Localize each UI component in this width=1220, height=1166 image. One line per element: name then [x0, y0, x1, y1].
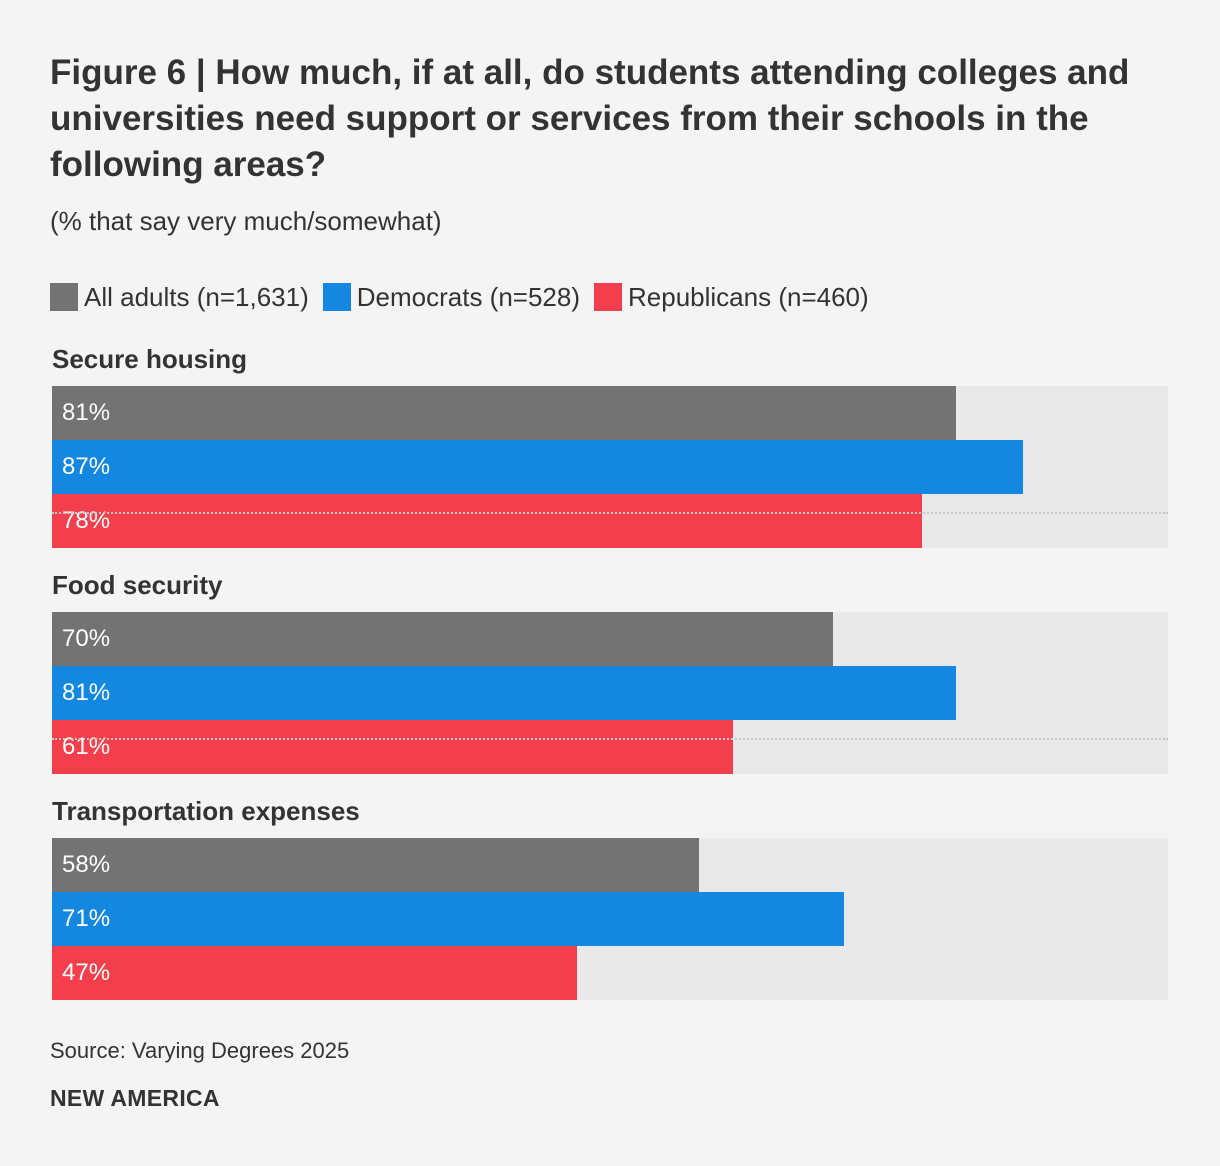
source-note: Source: Varying Degrees 2025 — [50, 1038, 350, 1063]
category-group: Food security 70% 81% 61% — [52, 566, 1168, 792]
legend-label: All adults (n=1,631) — [84, 281, 309, 312]
bar-track: 81% 87% 78% — [52, 386, 1168, 548]
category-label: Secure housing — [52, 344, 248, 374]
legend-item: Republicans (n=460) — [594, 282, 869, 313]
bar-value-label: 81% — [62, 679, 111, 706]
bar: 71% — [52, 892, 844, 946]
category-group: Transportation expenses 58% 71% 47% — [52, 792, 1168, 1018]
bar: 81% — [52, 666, 956, 720]
group-divider — [52, 512, 1168, 514]
bar-value-label: 47% — [62, 959, 111, 986]
category-label: Food security — [52, 570, 223, 600]
bar: 87% — [52, 440, 1023, 494]
bar: 78% — [52, 494, 922, 548]
bar-value-label: 61% — [62, 733, 111, 760]
group-divider — [52, 738, 1168, 740]
legend-swatch — [594, 283, 623, 311]
chart-subtitle: (% that say very much/somewhat) — [50, 206, 442, 236]
legend-swatch — [322, 283, 351, 311]
brand-logo-text: NEW AMERICA — [50, 1085, 220, 1111]
bar: 58% — [52, 838, 699, 892]
bar-value-label: 87% — [62, 453, 111, 480]
bar: 70% — [52, 612, 833, 666]
bar-value-label: 58% — [62, 851, 111, 878]
bar-value-label: 70% — [62, 625, 111, 652]
bar-groups: Secure housing 81% 87% 78% Food security 70% 8… — [52, 340, 1168, 1018]
legend-label: Republicans (n=460) — [628, 281, 869, 312]
bar: 47% — [52, 946, 577, 1000]
bar-value-label: 78% — [62, 507, 111, 534]
bar-value-label: 81% — [62, 399, 111, 426]
category-group: Secure housing 81% 87% 78% — [52, 340, 1168, 566]
chart-title: Figure 6 | How much, if at all, do stude… — [50, 53, 1130, 184]
legend-swatch — [50, 283, 78, 311]
bar-track: 58% 71% 47% — [52, 838, 1168, 1000]
bar: 81% — [52, 386, 956, 440]
bar-track: 70% 81% 61% — [52, 612, 1168, 774]
legend-item: All adults (n=1,631) — [50, 282, 309, 313]
chart-legend: All adults (n=1,631) Democrats (n=528) Rep… — [50, 280, 883, 314]
bar: 61% — [52, 720, 733, 774]
category-label: Transportation expenses — [52, 796, 360, 826]
bar-value-label: 71% — [62, 905, 111, 932]
legend-item: Democrats (n=528) — [322, 281, 581, 313]
legend-label: Democrats (n=528) — [356, 281, 581, 312]
